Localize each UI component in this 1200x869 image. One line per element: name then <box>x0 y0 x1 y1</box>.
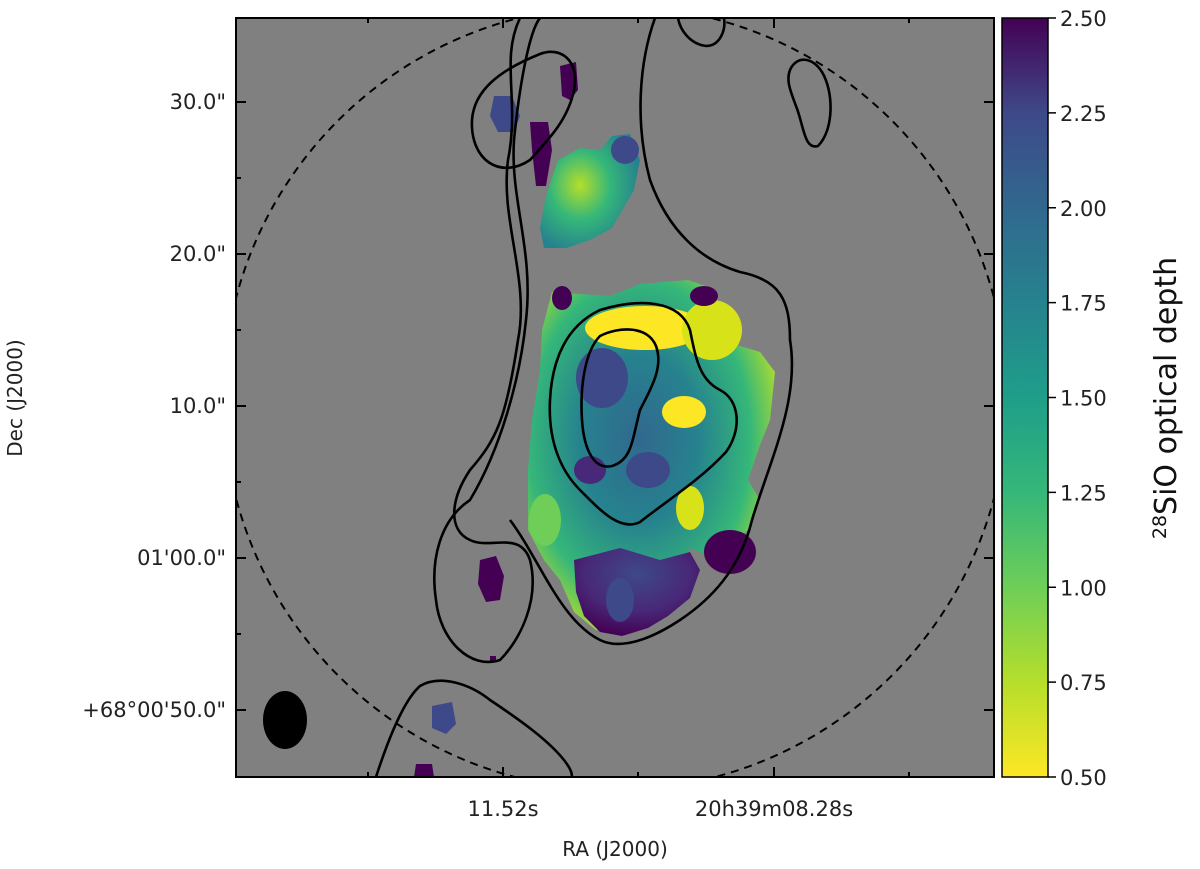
colorbar-tick-label: 1.50 <box>1060 387 1107 411</box>
plot-frame <box>235 17 995 778</box>
contour-southwest <box>374 679 574 777</box>
y-tick-label: 30.0" <box>170 90 226 114</box>
colorbar-tick-label: 1.00 <box>1060 576 1107 600</box>
colorbar <box>1001 17 1049 778</box>
high-depth-patch <box>576 348 628 408</box>
mid-depth-patch <box>611 136 639 164</box>
optical-depth-map <box>236 18 994 777</box>
region-west-knot <box>478 556 504 602</box>
region-northwest-knot <box>530 122 552 186</box>
contour-outer <box>433 18 542 664</box>
y-tick-label: 01'00.0" <box>137 546 226 570</box>
high-depth-patch <box>626 452 670 488</box>
contour-top-arc <box>676 18 726 48</box>
colorbar-tick-label: 0.75 <box>1060 671 1107 695</box>
axis-ticks <box>236 18 994 777</box>
colorbar-tick-label: 2.00 <box>1060 197 1107 221</box>
low-depth-patch <box>676 486 704 530</box>
colorbar-label: 28SiO optical depth <box>1149 257 1184 539</box>
contour-mid <box>548 301 738 526</box>
colorbar-tick-label: 1.75 <box>1060 292 1107 316</box>
colorbar-label-main: SiO optical depth <box>1149 257 1184 515</box>
contour-north-loop <box>470 50 577 170</box>
region-southwest-knot <box>432 702 456 734</box>
region-northern-clump <box>540 134 640 248</box>
region-south-knot <box>414 764 434 777</box>
high-depth-patch <box>574 456 606 484</box>
colorbar-ticks: 2.50 2.25 2.00 1.75 1.50 1.25 1.00 0.75 0.50 <box>1048 7 1107 790</box>
x-tick-label: 20h39m08.28s <box>695 797 853 821</box>
high-depth-patch <box>552 286 572 310</box>
colorbar-tick-label: 2.25 <box>1060 102 1107 126</box>
colorbar-tick-label: 0.50 <box>1060 766 1107 790</box>
colorbar-tick-label: 2.50 <box>1060 7 1107 31</box>
low-depth-patch <box>585 306 705 350</box>
contour-inner <box>580 328 660 468</box>
y-tick-label: 20.0" <box>170 242 226 266</box>
low-depth-patch <box>529 494 561 546</box>
high-depth-patch <box>704 530 756 574</box>
colorbar-tick-label: 1.25 <box>1060 481 1107 505</box>
y-tick-label: 10.0" <box>170 394 226 418</box>
region-pixel-knot <box>490 656 496 662</box>
high-depth-patch <box>690 286 718 306</box>
contour-outer-main <box>508 18 794 646</box>
region-southern-lobe <box>574 548 700 636</box>
beam-ellipse <box>263 691 307 749</box>
x-tick-label: 11.52s <box>467 797 538 821</box>
colorbar-label-superscript: 28 <box>1149 515 1171 539</box>
contour-northeast-loop <box>787 58 832 148</box>
contour-lines <box>374 18 832 777</box>
y-axis-label: Dec (J2000) <box>3 339 27 456</box>
mid-depth-patch <box>606 578 634 622</box>
low-depth-patch <box>682 300 742 360</box>
low-depth-patch <box>662 396 706 428</box>
y-tick-label: +68°00'50.0" <box>82 698 226 722</box>
x-axis-label: RA (J2000) <box>562 837 668 861</box>
